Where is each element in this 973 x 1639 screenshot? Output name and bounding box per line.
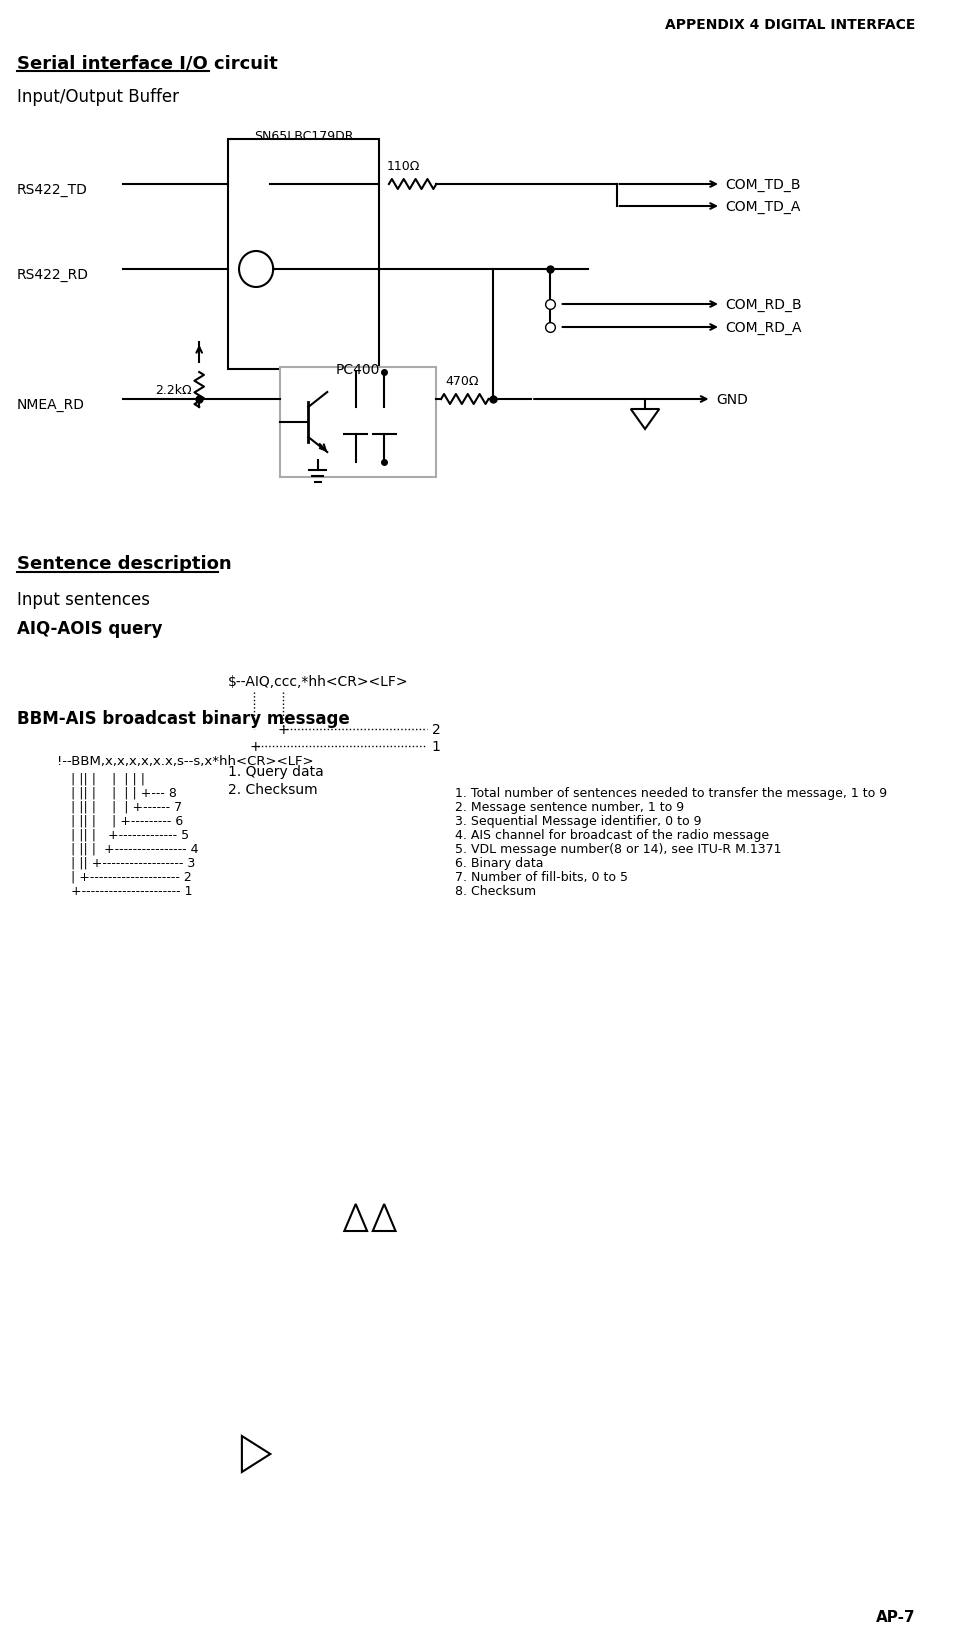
Text: COM_TD_B: COM_TD_B <box>726 179 801 192</box>
Text: 5. VDL message number(8 or 14), see ITU-R M.1371: 5. VDL message number(8 or 14), see ITU-… <box>455 842 782 856</box>
Polygon shape <box>344 1205 367 1231</box>
Text: 4. AIS channel for broadcast of the radio message: 4. AIS channel for broadcast of the radi… <box>455 828 770 841</box>
Text: !--BBM,x,x,x,x,x.x,s--s,x*hh<CR><LF>: !--BBM,x,x,x,x,x.x,s--s,x*hh<CR><LF> <box>56 754 313 767</box>
Text: 7. Number of fill-bits, 0 to 5: 7. Number of fill-bits, 0 to 5 <box>455 870 629 883</box>
Text: +: + <box>249 739 261 754</box>
Text: COM_TD_A: COM_TD_A <box>726 200 801 213</box>
Text: SN65LBC179DR: SN65LBC179DR <box>254 129 353 143</box>
Text: RS422_TD: RS422_TD <box>18 184 88 197</box>
Text: | +-------------------- 2: | +-------------------- 2 <box>71 870 192 883</box>
Text: AP-7: AP-7 <box>876 1609 916 1624</box>
Text: 2: 2 <box>432 723 441 736</box>
Text: | || |    |  | | |: | || | | | | | <box>71 772 145 785</box>
Text: $--AIQ,ccc,*hh<CR><LF>: $--AIQ,ccc,*hh<CR><LF> <box>228 675 408 688</box>
Text: 110Ω: 110Ω <box>386 161 419 172</box>
Text: 2.2kΩ: 2.2kΩ <box>155 384 192 397</box>
Text: | || |    |  | +------ 7: | || | | | +------ 7 <box>71 800 182 813</box>
Bar <box>228 139 379 370</box>
Text: 1. Total number of sentences needed to transfer the message, 1 to 9: 1. Total number of sentences needed to t… <box>455 787 887 800</box>
Text: 3. Sequential Message identifier, 0 to 9: 3. Sequential Message identifier, 0 to 9 <box>455 815 702 828</box>
Text: | || |    | +--------- 6: | || | | +--------- 6 <box>71 815 183 828</box>
Text: +---------------------- 1: +---------------------- 1 <box>71 885 193 898</box>
Text: APPENDIX 4 DIGITAL INTERFACE: APPENDIX 4 DIGITAL INTERFACE <box>665 18 916 33</box>
Text: NMEA_RD: NMEA_RD <box>18 398 85 411</box>
Text: 6. Binary data: 6. Binary data <box>455 857 544 869</box>
Text: | || |  +---------------- 4: | || | +---------------- 4 <box>71 842 198 856</box>
Polygon shape <box>242 1436 270 1472</box>
Text: GND: GND <box>716 393 748 406</box>
Text: RS422_RD: RS422_RD <box>18 267 90 282</box>
Text: AIQ-AOIS query: AIQ-AOIS query <box>18 620 162 638</box>
Text: 8. Checksum: 8. Checksum <box>455 885 536 898</box>
Text: | || |    |  | | +--- 8: | || | | | | +--- 8 <box>71 787 177 800</box>
Text: 1. Query data: 1. Query data <box>228 764 323 779</box>
Text: Input sentences: Input sentences <box>18 590 150 608</box>
Text: 470Ω: 470Ω <box>446 375 479 388</box>
Text: Serial interface I/O circuit: Serial interface I/O circuit <box>18 56 278 74</box>
Polygon shape <box>373 1205 396 1231</box>
Text: +: + <box>278 723 290 736</box>
Text: | || +------------------ 3: | || +------------------ 3 <box>71 857 196 869</box>
Text: Input/Output Buffer: Input/Output Buffer <box>18 89 179 107</box>
Text: PC400: PC400 <box>336 362 380 377</box>
Text: 1: 1 <box>432 739 441 754</box>
Text: 2. Checksum: 2. Checksum <box>228 782 317 797</box>
Text: 2. Message sentence number, 1 to 9: 2. Message sentence number, 1 to 9 <box>455 800 684 813</box>
Text: COM_RD_A: COM_RD_A <box>726 321 802 334</box>
Text: COM_RD_B: COM_RD_B <box>726 298 803 311</box>
Text: | || |   +------------- 5: | || | +------------- 5 <box>71 828 190 841</box>
Bar <box>280 367 436 477</box>
Text: BBM-AIS broadcast binary message: BBM-AIS broadcast binary message <box>18 710 350 728</box>
Polygon shape <box>631 410 660 429</box>
Text: Sentence description: Sentence description <box>18 554 232 572</box>
